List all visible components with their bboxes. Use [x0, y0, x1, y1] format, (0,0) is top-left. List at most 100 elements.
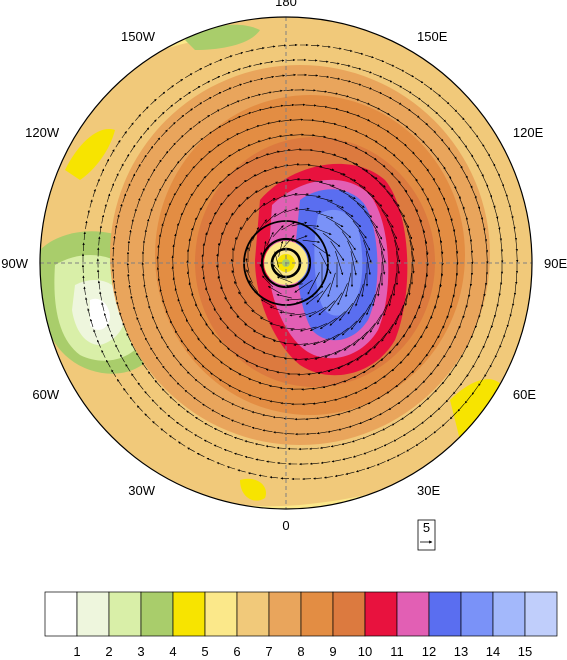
wind-vector [319, 251, 332, 275]
wind-vector [332, 327, 349, 340]
wind-vector [340, 79, 351, 83]
wind-vector [219, 317, 229, 328]
wind-vector [152, 315, 157, 327]
wind-vector [126, 262, 130, 274]
wind-vector [410, 110, 420, 118]
wind-vector [141, 154, 147, 164]
wind-vector [396, 451, 406, 457]
wind-vector [362, 69, 372, 74]
wind-vector [217, 275, 223, 289]
wind-vector [224, 296, 233, 309]
wind-vector [339, 189, 356, 200]
colorbar-swatch [396, 591, 430, 637]
wind-vector [238, 196, 249, 208]
wind-vector [203, 385, 213, 393]
wind-vector [408, 272, 412, 296]
wind-vector [273, 355, 287, 359]
wind-vector [272, 264, 284, 277]
wind-vector [335, 124, 348, 129]
wind-vector [366, 293, 376, 316]
wind-vector [213, 181, 222, 192]
wind-vector [275, 179, 289, 184]
wind-vector [238, 390, 250, 395]
wind-vector [381, 209, 394, 228]
wind-vector [477, 166, 484, 177]
wind-vector [201, 365, 212, 373]
wind-vector [348, 423, 360, 428]
colorbar-swatch [332, 591, 366, 637]
wind-vector [143, 284, 147, 295]
wind-vector [227, 347, 238, 356]
wind-vector [213, 308, 222, 320]
wind-vector [212, 125, 222, 133]
wind-vector [403, 218, 413, 240]
wind-vector [140, 187, 145, 198]
wind-vector [136, 317, 141, 327]
wind-vector [395, 378, 406, 388]
wind-vector [466, 366, 473, 377]
wind-vector [106, 359, 111, 368]
wind-vector [198, 175, 206, 186]
wind-vector [234, 452, 243, 456]
wind-vector [136, 135, 143, 144]
wind-vector [396, 138, 407, 147]
wind-vector [386, 456, 396, 462]
wind-vector [324, 137, 337, 141]
wind-vector [338, 426, 349, 431]
wind-vector [110, 183, 115, 192]
wind-vector [187, 165, 195, 176]
wind-vector [176, 114, 185, 122]
wind-vector [345, 127, 358, 133]
wind-vector [248, 280, 259, 293]
wind-vector [441, 419, 450, 427]
wind-vector [219, 138, 230, 146]
wind-vector [397, 181, 408, 193]
wind-vector [97, 280, 101, 290]
wind-vector [223, 448, 233, 453]
wind-vector [114, 173, 119, 182]
longitude-label: 120E [513, 125, 544, 140]
colorbar-swatch [140, 591, 174, 637]
wind-vector [255, 443, 265, 446]
wind-vector [322, 232, 341, 247]
wind-vector [215, 202, 223, 215]
wind-vector [194, 68, 203, 73]
wind-vector [272, 104, 284, 108]
wind-vector [313, 120, 326, 123]
wind-vector [273, 431, 284, 434]
wind-vector [123, 388, 129, 395]
wind-vector [131, 343, 137, 352]
wind-vector [307, 272, 320, 295]
wind-vector [246, 269, 253, 284]
wind-vector [432, 90, 442, 97]
wind-vector [272, 194, 287, 201]
wind-vector [131, 373, 137, 381]
wind-vector [231, 115, 241, 122]
wind-vector [229, 367, 240, 375]
wind-vector [478, 207, 484, 220]
wind-vector [335, 139, 348, 144]
wind-vector [236, 354, 248, 362]
wind-vector [160, 129, 168, 137]
wind-vector [332, 47, 342, 50]
wind-vector [211, 332, 222, 342]
wind-vector [512, 218, 516, 230]
wind-vector [316, 431, 328, 435]
wind-vector [487, 186, 493, 198]
wind-vector [330, 241, 345, 261]
wind-vector [307, 371, 322, 376]
wind-vector [232, 204, 241, 216]
wind-vector [286, 58, 296, 62]
wind-vector [396, 250, 400, 274]
wind-vector [319, 60, 329, 63]
wind-vector [262, 429, 273, 433]
wind-vector [89, 318, 94, 328]
colorbar-label: 15 [518, 644, 532, 659]
wind-vector [327, 429, 339, 433]
wind-vector [251, 108, 262, 113]
wind-vector [245, 174, 257, 183]
wind-speed-shading [40, 17, 532, 509]
wind-vector [384, 147, 396, 157]
wind-vector [221, 398, 232, 404]
wind-vector [437, 401, 446, 411]
